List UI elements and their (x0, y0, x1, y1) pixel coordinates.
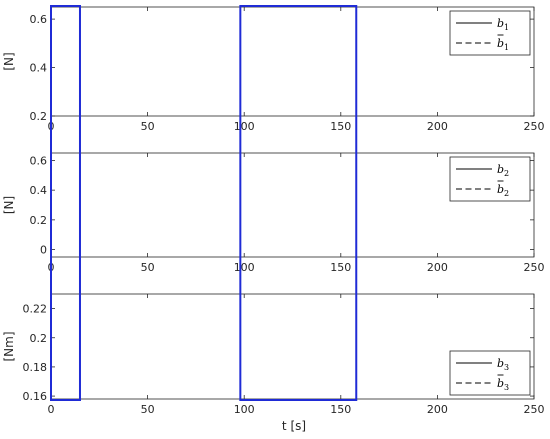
x-tick-label: 50 (141, 120, 155, 133)
x-tick-label: 250 (524, 403, 545, 416)
legend-label-subscript: 2 (504, 169, 509, 178)
x-tick-label: 50 (141, 403, 155, 416)
x-tick-label: 100 (234, 120, 255, 133)
y-tick-label: 0.4 (30, 184, 48, 197)
legend-label-subscript: 2 (504, 189, 509, 198)
y-tick-label: 0.4 (30, 62, 48, 75)
x-tick-label: 100 (234, 261, 255, 274)
y-tick-label: 0.22 (23, 303, 48, 316)
y-tick-label: 0.2 (30, 332, 48, 345)
legend-label-base: b (497, 357, 504, 370)
legend-label-subscript: 1 (504, 43, 509, 52)
x-tick-label: 250 (524, 261, 545, 274)
legend-label: b2 (497, 183, 509, 198)
highlight-boxes (50, 5, 358, 401)
x-tick-label: 0 (48, 403, 55, 416)
legend-label-subscript: 1 (504, 23, 509, 32)
y-tick-label: 0.2 (30, 214, 48, 227)
x-tick-label: 150 (330, 403, 351, 416)
y-axis-label: [Nm] (2, 331, 16, 361)
legend-label-subscript: 3 (504, 363, 509, 372)
y-axis-label: [N] (2, 52, 16, 70)
legend-label: b3 (497, 357, 509, 372)
legend-label-base: b (497, 377, 504, 390)
x-tick-label: 100 (234, 403, 255, 416)
legend-label: b2 (497, 163, 509, 178)
legend-label-base: b (497, 17, 504, 30)
highlight-window-change (239, 5, 358, 401)
x-tick-label: 150 (330, 120, 351, 133)
x-axis-label: t [s] (282, 419, 306, 433)
legend-box (449, 156, 531, 202)
legend-label-base: b (497, 183, 504, 196)
legend-box (449, 350, 531, 396)
x-tick-label: 200 (427, 403, 448, 416)
y-tick-label: 0 (40, 244, 47, 257)
x-tick-label: 50 (141, 261, 155, 274)
x-tick-label: 150 (330, 261, 351, 274)
legend-label: b1 (497, 37, 509, 52)
y-tick-label: 0.18 (23, 361, 48, 374)
y-axis-label: [N] (2, 196, 16, 214)
legend-label-base: b (497, 37, 504, 50)
legend-label: b1 (497, 17, 509, 32)
x-tick-label: 200 (427, 261, 448, 274)
legend-label-subscript: 3 (504, 383, 509, 392)
y-tick-label: 0.6 (30, 13, 48, 26)
x-tick-label: 250 (524, 120, 545, 133)
legend-label: b3 (497, 377, 509, 392)
y-tick-label: 0.2 (30, 110, 48, 123)
legend-box (449, 10, 531, 56)
y-tick-label: 0.16 (23, 390, 48, 403)
y-tick-label: 0.6 (30, 154, 48, 167)
x-tick-label: 200 (427, 120, 448, 133)
highlight-window-start (50, 5, 81, 401)
legend-label-base: b (497, 163, 504, 176)
